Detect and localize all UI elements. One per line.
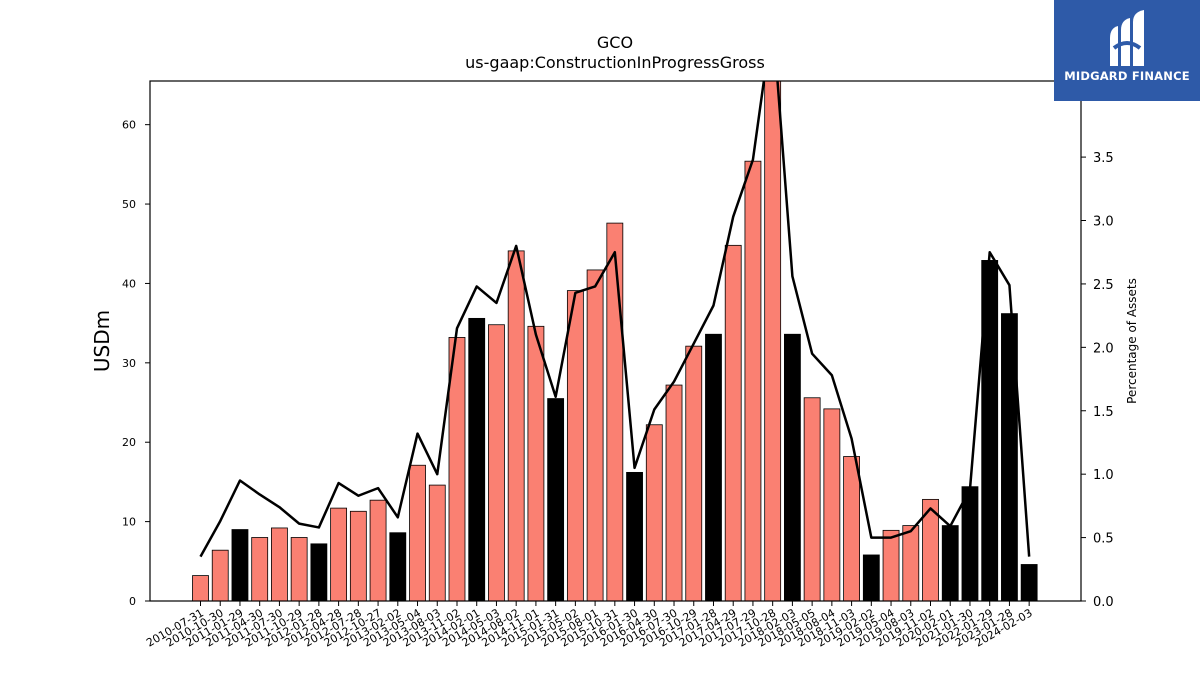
bar-2012-04-28 — [330, 507, 348, 601]
plot-frame — [149, 80, 1082, 602]
bar-2015-08-01 — [586, 269, 604, 601]
bar-2021-01-30 — [961, 486, 979, 601]
bar-2016-10-29 — [685, 345, 703, 601]
y-tick-label: 40 — [122, 277, 136, 290]
y-axis-label: USDm — [90, 310, 114, 372]
bar-2016-07-30 — [665, 384, 683, 601]
chart-title: GCO — [597, 33, 633, 52]
y-tick-label: 0 — [129, 595, 136, 608]
bar-2017-01-28 — [705, 333, 722, 601]
axes: 01020304050600.00.51.01.52.02.53.03.5201… — [122, 80, 1114, 650]
bar-2018-08-04 — [823, 408, 841, 601]
y-tick-label: 20 — [122, 436, 136, 449]
bar-2018-05-05 — [803, 397, 821, 601]
bar-2016-04-30 — [645, 424, 663, 601]
percentage-of-assets-line — [199, 81, 1031, 558]
brand-name: MIDGARD FINANCE — [1064, 69, 1190, 83]
bar-2012-07-28 — [349, 510, 367, 601]
bar-2011-01-29 — [231, 529, 249, 601]
bar-2020-02-01 — [941, 525, 959, 601]
bar-2013-02-02 — [389, 532, 407, 601]
bar-2019-08-03 — [902, 525, 920, 601]
bar-2019-11-02 — [922, 498, 939, 601]
y-tick-label: 50 — [122, 198, 136, 211]
y2-tick-label: 1.5 — [1093, 405, 1114, 420]
chart-subtitle: us-gaap:ConstructionInProgressGross — [465, 53, 765, 72]
bar-2012-10-27 — [369, 499, 387, 601]
bar-2016-01-30 — [626, 471, 643, 601]
bar-2011-04-30 — [251, 537, 269, 601]
bar-2010-07-31 — [192, 575, 209, 601]
bar-2015-05-02 — [566, 290, 584, 601]
y-tick-label: 10 — [122, 516, 136, 529]
bar-2018-02-03 — [784, 333, 801, 601]
bar-2015-01-31 — [547, 398, 565, 601]
bar-2014-02-01 — [468, 317, 486, 601]
y2-tick-label: 3.5 — [1093, 151, 1114, 166]
bar-2013-05-04 — [409, 464, 426, 601]
midgard-logo-icon — [1110, 10, 1144, 66]
bar-2013-08-03 — [428, 484, 446, 601]
bar-2024-02-03 — [1020, 564, 1038, 601]
bar-2018-11-03 — [843, 456, 860, 601]
y2-axis-label: Percentage of Assets — [1125, 278, 1139, 404]
bar-2019-05-04 — [882, 529, 900, 601]
y2-tick-label: 0.0 — [1093, 595, 1114, 610]
bar-2010-10-30 — [211, 549, 229, 601]
y2-tick-label: 0.5 — [1093, 532, 1114, 547]
brand-logo: MIDGARD FINANCE — [1054, 0, 1200, 101]
bar-2017-04-29 — [724, 244, 742, 601]
bar-2019-02-02 — [862, 554, 880, 601]
y2-tick-label: 1.0 — [1093, 468, 1114, 483]
y2-tick-label: 3.0 — [1093, 215, 1114, 230]
y-tick-label: 30 — [122, 357, 136, 370]
bar-2015-10-31 — [606, 222, 624, 601]
bar-2011-10-29 — [290, 537, 308, 601]
bar-2017-07-29 — [744, 160, 762, 601]
y-tick-label: 60 — [122, 119, 136, 132]
bar-2023-01-28 — [1001, 313, 1018, 601]
y2-tick-label: 2.0 — [1093, 341, 1114, 356]
bar-2014-05-03 — [488, 324, 505, 601]
plot-area — [192, 81, 1038, 601]
bar-2017-10-28 — [764, 81, 782, 601]
bar-2011-07-30 — [271, 527, 288, 601]
y2-tick-label: 2.5 — [1093, 278, 1114, 293]
bar-2012-01-28 — [310, 543, 328, 601]
bar-2014-11-01 — [527, 325, 545, 601]
bar-2014-08-02 — [507, 250, 525, 601]
